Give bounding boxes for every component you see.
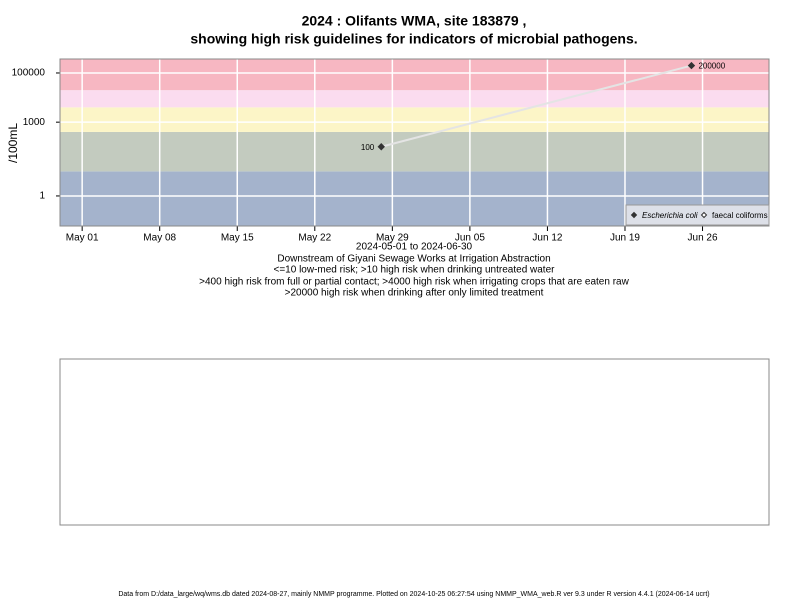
x-tick-label: May 08 xyxy=(143,233,176,244)
x-tick-label: Jun 12 xyxy=(532,233,562,244)
y-tick-label: 1 xyxy=(39,191,45,202)
series-line xyxy=(381,64,692,148)
data-point xyxy=(377,143,385,151)
note: <=10 low-med risk; >10 high risk when dr… xyxy=(274,265,556,276)
data-label: 100 xyxy=(361,143,375,152)
chart-title: showing high risk guidelines for indicat… xyxy=(190,31,637,47)
legend-box xyxy=(625,204,770,226)
x-tick-label: May 22 xyxy=(298,233,331,244)
legend-marker xyxy=(700,211,708,219)
data-point xyxy=(687,61,696,70)
data-label: 200000 xyxy=(698,62,725,71)
empty-panel xyxy=(59,358,770,526)
x-tick-label: May 01 xyxy=(66,233,99,244)
risk-band xyxy=(60,90,769,108)
risk-band xyxy=(60,59,769,91)
x-tick-label: Jun 19 xyxy=(610,233,640,244)
footer: Data from D:/data_large/wq/wms.db dated … xyxy=(118,591,709,598)
legend-marker xyxy=(630,211,638,219)
x-tick-label: Jun 26 xyxy=(688,233,718,244)
chart-title: 2024 : Olifants WMA, site 183879 , xyxy=(302,13,527,29)
x-axis-label: 2024-05-01 to 2024-06-30 xyxy=(356,242,473,253)
note: >20000 high risk when drinking after onl… xyxy=(285,288,544,299)
x-tick-label: Jun 05 xyxy=(455,233,485,244)
y-axis-label: /100mL xyxy=(6,123,20,163)
legend-label: faecal coliforms xyxy=(712,211,768,220)
x-tick-label: May 15 xyxy=(221,233,254,244)
y-tick-label: 100000 xyxy=(12,68,46,79)
note: >400 high risk from full or partial cont… xyxy=(199,277,629,288)
risk-band xyxy=(60,107,769,132)
x-tick-label: May 29 xyxy=(376,233,409,244)
plot-frame xyxy=(59,58,770,227)
legend-label: Escherichia coli xyxy=(642,211,698,220)
y-tick-label: 1000 xyxy=(23,117,46,128)
note: Downstream of Giyani Sewage Works at Irr… xyxy=(277,254,550,265)
